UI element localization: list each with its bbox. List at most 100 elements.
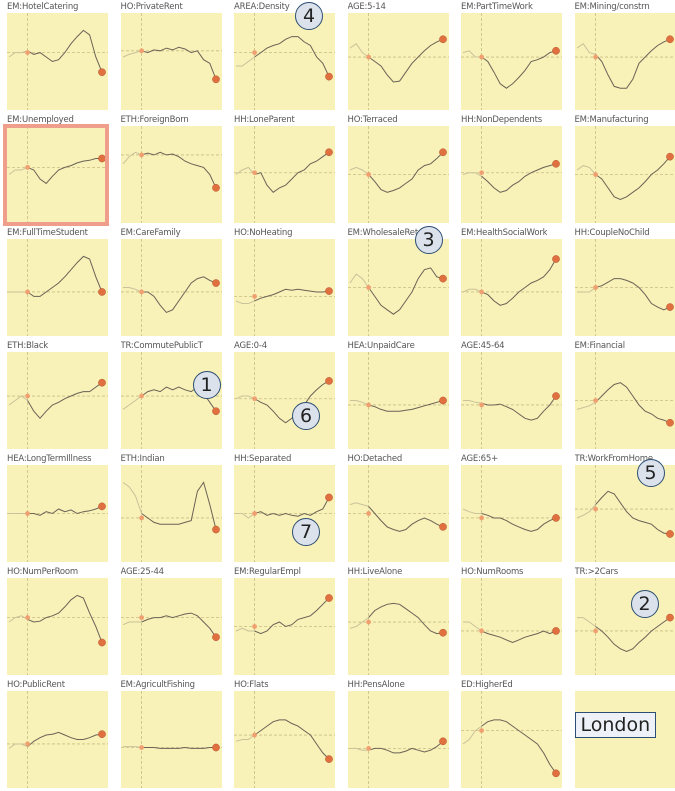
reference-point [479, 54, 484, 60]
end-point [211, 407, 220, 416]
panel-svg [461, 691, 562, 788]
panel-svg [574, 13, 675, 110]
end-point [438, 274, 447, 283]
plot-area [234, 465, 335, 562]
plot-area [234, 578, 335, 675]
series-line-early [349, 617, 369, 629]
end-point [665, 152, 674, 161]
series-line-early [576, 617, 596, 627]
series-line-early [8, 395, 28, 406]
series-line-early [463, 621, 482, 632]
panel-title: AREA:Density [234, 2, 290, 12]
panel-svg [234, 126, 335, 223]
chart-panel: AGE:25-44 [114, 565, 227, 678]
panel-svg [7, 465, 108, 562]
series-line [140, 481, 216, 530]
panel-svg [574, 239, 675, 336]
series-line-early [235, 627, 255, 632]
chart-panel: EM:AgricultFishing [114, 678, 227, 791]
series-line [367, 151, 443, 193]
panel-title: EM:Unemployed [7, 115, 74, 125]
series-line [141, 276, 216, 314]
series-line [27, 255, 103, 297]
panel-svg [347, 126, 449, 223]
end-point [438, 523, 447, 531]
reference-point [25, 393, 30, 399]
panel-title: EM:Mining/constrn [574, 2, 650, 12]
series-line-early [235, 395, 255, 400]
series-line-early [235, 166, 255, 175]
panel-svg [347, 239, 449, 336]
series-line [140, 46, 216, 80]
panel-svg [347, 691, 449, 788]
reference-point [252, 511, 257, 516]
series-line [481, 630, 557, 644]
panel-svg [347, 352, 449, 449]
reference-point [592, 172, 598, 177]
plot-area [347, 352, 449, 449]
series-line-early [8, 166, 28, 175]
chart-panel: AREA:Density [227, 0, 340, 113]
series-line [367, 506, 443, 532]
chart-panel: EM:Financial [568, 339, 675, 452]
chart-panel: AGE:0-4 [227, 339, 340, 452]
end-point [98, 378, 106, 387]
end-point [552, 159, 560, 168]
reference-point [479, 402, 484, 408]
chart-panel: ETH:Indian [114, 452, 227, 565]
end-point [438, 35, 447, 44]
panel-title: ETH:ForeignBorn [120, 115, 189, 125]
panel-svg [347, 465, 449, 562]
panel-title: HO:NumRooms [461, 567, 524, 577]
chart-panel: ED:HigherEd [454, 678, 567, 791]
chart-panel: EM:WholesaleRetail [341, 226, 454, 339]
series-line [367, 740, 443, 754]
plot-area [347, 126, 449, 223]
chart-panel: AGE:65+ [454, 452, 567, 565]
series-line [254, 719, 330, 760]
panel-title: EM:AgricultFishing [120, 680, 195, 690]
series-line [481, 258, 557, 306]
series-line [140, 612, 216, 638]
plot-area [234, 691, 335, 788]
panel-title: AGE:65+ [461, 454, 499, 464]
end-point [325, 72, 333, 81]
chart-panel: HO:Flats [227, 678, 340, 791]
series-line-early [349, 400, 369, 406]
series-line [367, 38, 443, 83]
reference-point [365, 402, 371, 408]
panel-title: AGE:45-64 [461, 341, 505, 351]
city-label: London [574, 712, 657, 738]
panel-svg [461, 352, 562, 449]
series-line-early [235, 300, 255, 304]
chart-panel: AGE:45-64 [454, 339, 567, 452]
reference-point [252, 624, 257, 629]
panel-title: EM:Manufacturing [574, 115, 649, 125]
end-point [665, 418, 674, 427]
series-line-early [576, 165, 596, 175]
reference-point [592, 506, 598, 512]
panel-svg [234, 239, 335, 336]
panel-title: EM:PartTimeWork [461, 2, 533, 12]
series-line [594, 382, 670, 424]
chart-panel: HO:PrivateRent [114, 0, 227, 113]
panel-svg [7, 578, 108, 675]
panel-title: HO:Terraced [347, 115, 398, 125]
chart-panel: HH:NonDependents [454, 113, 567, 226]
panel-svg [234, 465, 335, 562]
panel-title: EM:RegularEmpl [234, 567, 301, 577]
panel-title: HO:Detached [347, 454, 403, 464]
chart-panel: TR:>2Cars [568, 565, 675, 678]
end-point [325, 493, 333, 502]
series-line-early [122, 287, 142, 293]
panel-title: EM:HotelCatering [7, 2, 79, 12]
chart-panel: EM:HealthSocialWork [454, 226, 567, 339]
reference-point [252, 294, 257, 299]
end-point [211, 279, 220, 287]
chart-panel: HEA:UnpaidCare [341, 339, 454, 452]
end-point [98, 730, 106, 739]
plot-area [120, 239, 222, 336]
chart-panel: HO:NoHeating [227, 226, 340, 339]
plot-area [120, 352, 222, 449]
series-line-early [576, 287, 596, 293]
